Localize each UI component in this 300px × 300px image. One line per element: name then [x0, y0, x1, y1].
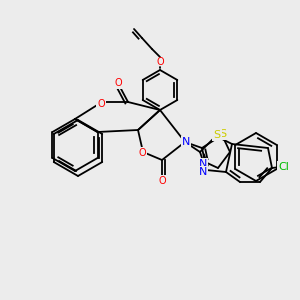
Text: O: O — [97, 99, 105, 109]
Text: S: S — [219, 129, 226, 139]
Text: Cl: Cl — [279, 162, 289, 172]
Text: O: O — [158, 176, 166, 186]
Text: O: O — [114, 78, 122, 88]
Text: N: N — [182, 137, 190, 147]
Text: O: O — [156, 57, 164, 67]
Text: N: N — [199, 167, 207, 177]
Text: O: O — [138, 148, 146, 158]
Text: N: N — [199, 159, 207, 169]
Text: S: S — [213, 130, 220, 140]
